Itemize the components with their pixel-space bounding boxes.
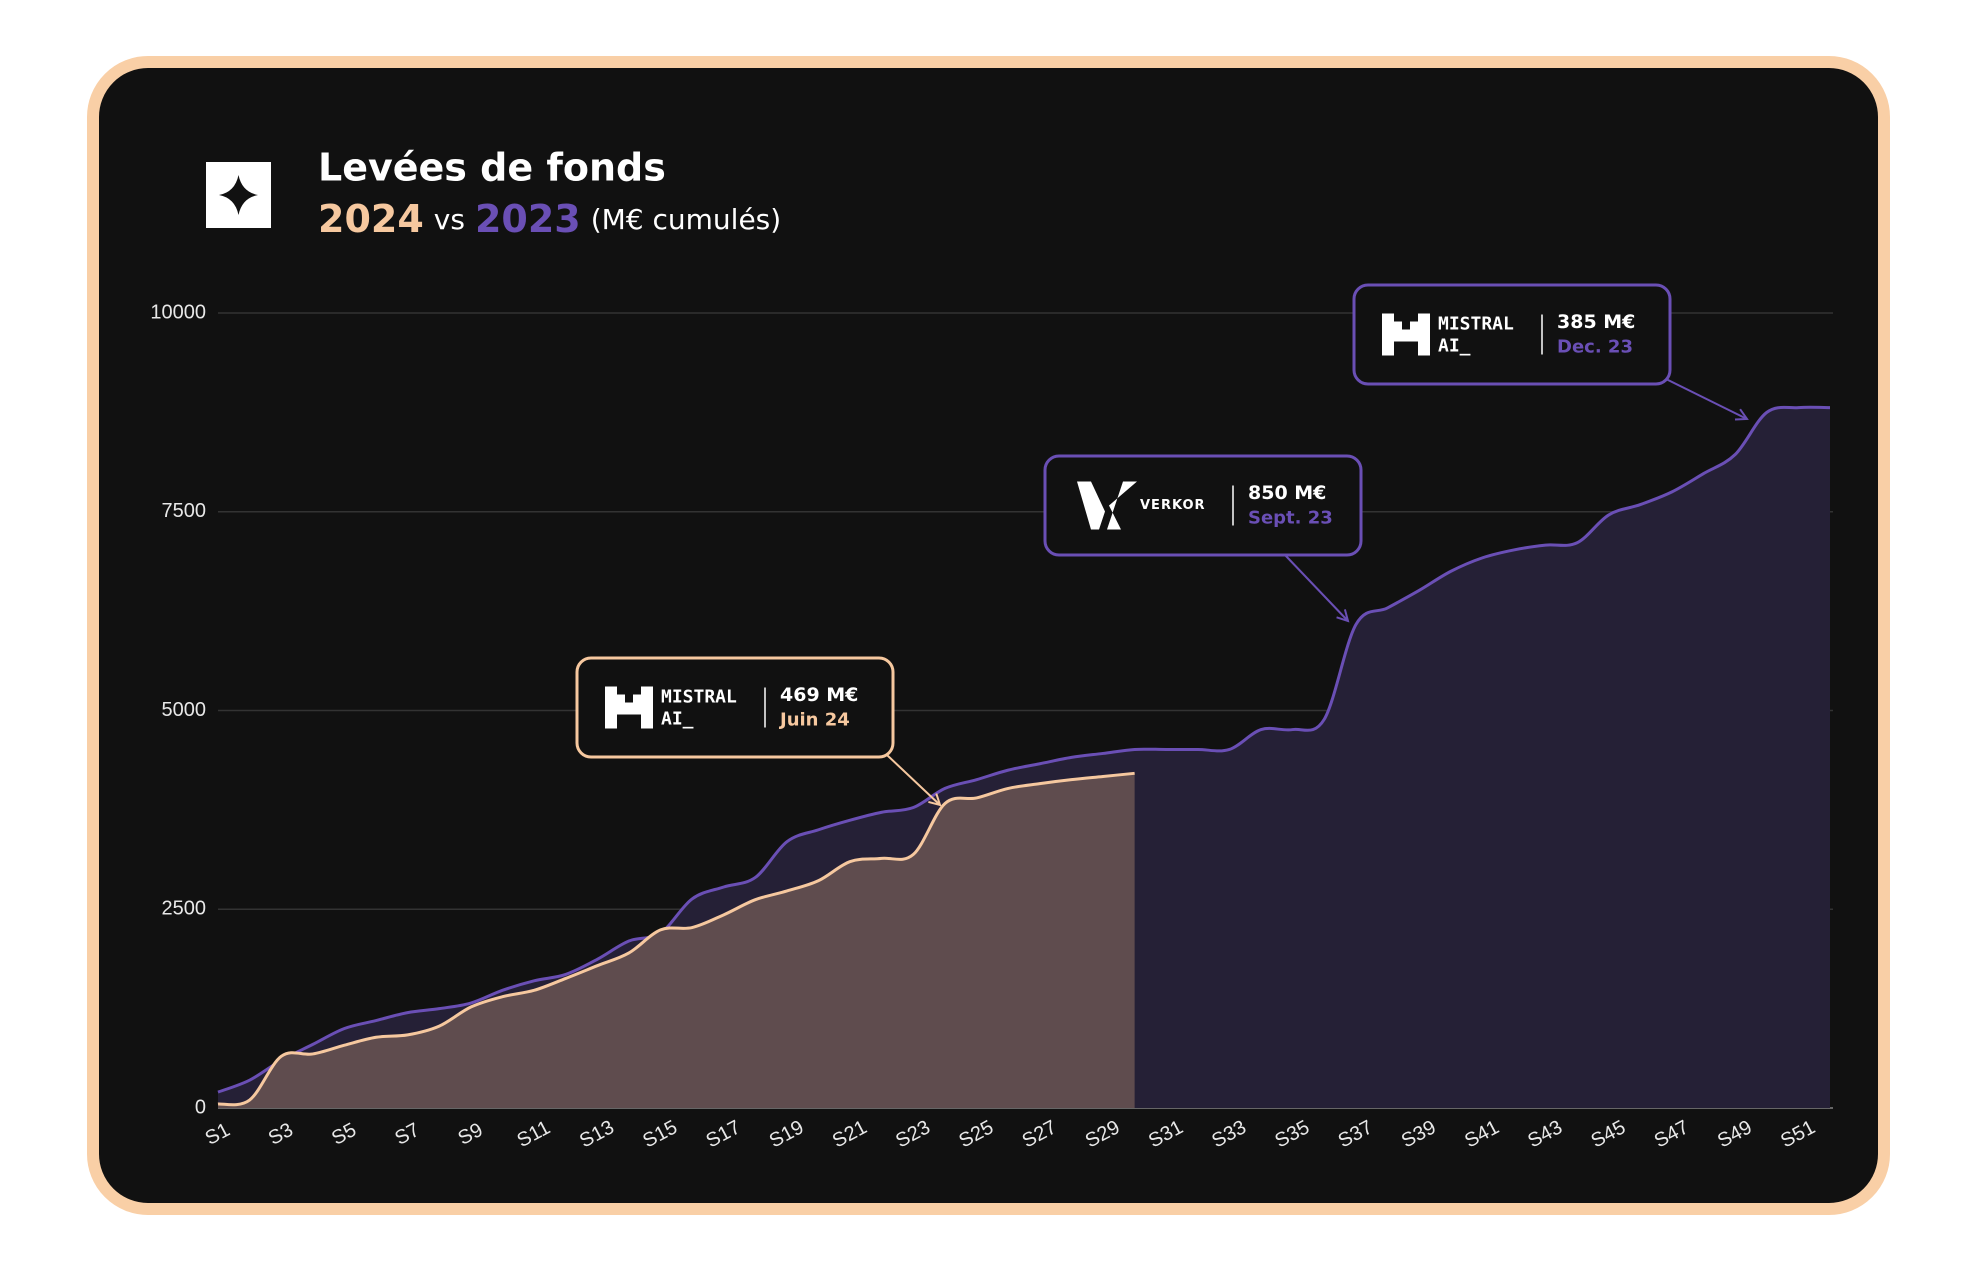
callout-date: Dec. 23 (1557, 337, 1633, 358)
callout-date: Juin 24 (778, 710, 850, 731)
logo-text: MISTRAL (661, 687, 737, 708)
callout: VERKOR 850 M€ Sept. 23 (1043, 454, 1363, 623)
callout-date: Sept. 23 (1248, 508, 1333, 529)
logo-mark (1107, 481, 1137, 530)
area (218, 773, 1135, 1108)
logo (206, 162, 271, 228)
logo-mark (1077, 481, 1105, 530)
subtitle: 2024 vs 2023 (M€ cumulés) (318, 197, 781, 241)
callout-arrow (1284, 554, 1349, 622)
logo-block (605, 706, 653, 715)
logo-block (1410, 321, 1418, 336)
logo-block (1382, 333, 1430, 342)
callout-amount: 469 M€ (780, 684, 858, 706)
callout-arrow (886, 754, 941, 806)
line (217, 771, 1135, 1107)
callout-arrow (1665, 378, 1748, 420)
callout-box (575, 656, 895, 759)
y-tick-label: 5000 (162, 699, 207, 721)
callout-box (1043, 454, 1363, 557)
logo-text: AI_ (1438, 336, 1471, 357)
logo-block (617, 694, 625, 709)
subtitle-unit: (M€ cumulés) (591, 203, 781, 236)
logo-block (633, 694, 641, 709)
logo-text: VERKOR (1140, 498, 1206, 513)
arrow-head (928, 793, 942, 807)
callout-amount: 385 M€ (1557, 311, 1635, 333)
arrow-head (1336, 609, 1350, 623)
logo-block (1394, 321, 1402, 336)
y-tick-label: 10000 (150, 301, 206, 323)
logo-text: AI_ (661, 709, 694, 730)
chart-title: Levées de fonds (318, 146, 666, 190)
y-tick-label: 2500 (162, 898, 207, 920)
area (218, 407, 1830, 1108)
y-tick-label: 7500 (162, 500, 207, 522)
y-tick-label: 0 (195, 1096, 206, 1118)
arrow-head (1734, 408, 1749, 421)
logo-text: MISTRAL (1438, 314, 1514, 335)
callout-amount: 850 M€ (1248, 482, 1326, 504)
callout-box (1352, 283, 1672, 386)
legend-entry: 2023 (475, 197, 581, 241)
legend-entry: 2024 (318, 197, 424, 241)
line (217, 405, 1831, 1094)
subtitle-vs: vs (434, 203, 465, 236)
